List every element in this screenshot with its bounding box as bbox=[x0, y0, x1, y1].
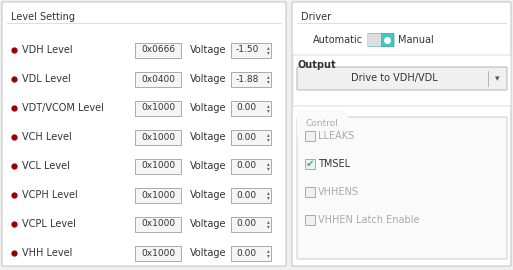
Text: VCPL Level: VCPL Level bbox=[22, 219, 76, 229]
Text: ▴: ▴ bbox=[267, 248, 269, 253]
Text: 0.00: 0.00 bbox=[236, 133, 256, 141]
FancyBboxPatch shape bbox=[297, 117, 507, 259]
Text: Voltage: Voltage bbox=[190, 219, 227, 229]
Text: VHHEN Latch Enable: VHHEN Latch Enable bbox=[318, 215, 420, 225]
Text: 0x1000: 0x1000 bbox=[141, 133, 175, 141]
Text: Drive to VDH/VDL: Drive to VDH/VDL bbox=[350, 73, 438, 83]
Text: VDT/VCOM Level: VDT/VCOM Level bbox=[22, 103, 104, 113]
FancyBboxPatch shape bbox=[231, 130, 271, 145]
Text: ▾: ▾ bbox=[267, 108, 269, 113]
Text: Driver: Driver bbox=[301, 12, 331, 22]
FancyBboxPatch shape bbox=[231, 43, 271, 58]
FancyBboxPatch shape bbox=[368, 33, 381, 46]
Text: VHH Level: VHH Level bbox=[22, 248, 72, 258]
FancyBboxPatch shape bbox=[135, 130, 181, 145]
Text: ▾: ▾ bbox=[267, 166, 269, 171]
FancyBboxPatch shape bbox=[305, 131, 315, 141]
Text: TMSEL: TMSEL bbox=[318, 159, 350, 169]
Text: LLEAKS: LLEAKS bbox=[318, 131, 354, 141]
Text: ▾: ▾ bbox=[267, 50, 269, 55]
Text: VCL Level: VCL Level bbox=[22, 161, 70, 171]
Text: ▾: ▾ bbox=[267, 224, 269, 229]
Text: Control: Control bbox=[306, 119, 339, 128]
Text: ▴: ▴ bbox=[267, 161, 269, 166]
FancyBboxPatch shape bbox=[135, 188, 181, 203]
FancyBboxPatch shape bbox=[231, 188, 271, 203]
Text: ✔: ✔ bbox=[306, 159, 314, 169]
FancyBboxPatch shape bbox=[305, 187, 315, 197]
FancyBboxPatch shape bbox=[135, 72, 181, 87]
Text: Output: Output bbox=[298, 60, 337, 70]
Text: Voltage: Voltage bbox=[190, 45, 227, 55]
Text: ▾: ▾ bbox=[495, 74, 499, 83]
Text: Voltage: Voltage bbox=[190, 190, 227, 200]
Text: VCH Level: VCH Level bbox=[22, 132, 72, 142]
Text: ▴: ▴ bbox=[267, 219, 269, 224]
FancyBboxPatch shape bbox=[231, 217, 271, 232]
FancyBboxPatch shape bbox=[305, 215, 315, 225]
Text: Manual: Manual bbox=[398, 35, 434, 45]
Text: 0.00: 0.00 bbox=[236, 248, 256, 258]
Text: VHHENS: VHHENS bbox=[318, 187, 359, 197]
Text: 0.00: 0.00 bbox=[236, 161, 256, 170]
FancyBboxPatch shape bbox=[231, 159, 271, 174]
FancyBboxPatch shape bbox=[135, 246, 181, 261]
Text: 0x1000: 0x1000 bbox=[141, 103, 175, 113]
Text: VDH Level: VDH Level bbox=[22, 45, 73, 55]
Text: 0x1000: 0x1000 bbox=[141, 191, 175, 200]
Text: 0x1000: 0x1000 bbox=[141, 248, 175, 258]
Text: ▾: ▾ bbox=[267, 79, 269, 84]
FancyBboxPatch shape bbox=[2, 2, 286, 266]
Text: ▴: ▴ bbox=[267, 74, 269, 79]
FancyBboxPatch shape bbox=[231, 72, 271, 87]
Text: 0.00: 0.00 bbox=[236, 191, 256, 200]
FancyBboxPatch shape bbox=[305, 159, 315, 169]
Text: ▴: ▴ bbox=[267, 132, 269, 137]
FancyBboxPatch shape bbox=[135, 159, 181, 174]
Text: Automatic: Automatic bbox=[313, 35, 363, 45]
Text: 0x0400: 0x0400 bbox=[141, 75, 175, 83]
Text: ▴: ▴ bbox=[267, 190, 269, 195]
Text: Voltage: Voltage bbox=[190, 248, 227, 258]
Text: ▴: ▴ bbox=[267, 45, 269, 50]
FancyBboxPatch shape bbox=[231, 246, 271, 261]
Text: 0x1000: 0x1000 bbox=[141, 161, 175, 170]
FancyBboxPatch shape bbox=[368, 33, 394, 46]
Text: 0x0666: 0x0666 bbox=[141, 46, 175, 55]
Text: Level Setting: Level Setting bbox=[11, 12, 75, 22]
Text: Voltage: Voltage bbox=[190, 132, 227, 142]
Text: Voltage: Voltage bbox=[190, 161, 227, 171]
FancyBboxPatch shape bbox=[135, 43, 181, 58]
Text: Voltage: Voltage bbox=[190, 74, 227, 84]
Text: VDL Level: VDL Level bbox=[22, 74, 71, 84]
FancyBboxPatch shape bbox=[292, 2, 511, 266]
FancyBboxPatch shape bbox=[231, 101, 271, 116]
Text: VCPH Level: VCPH Level bbox=[22, 190, 78, 200]
FancyBboxPatch shape bbox=[293, 55, 511, 106]
FancyBboxPatch shape bbox=[135, 101, 181, 116]
Text: ▴: ▴ bbox=[267, 103, 269, 108]
Text: -1.88: -1.88 bbox=[236, 75, 260, 83]
Text: Voltage: Voltage bbox=[190, 103, 227, 113]
Text: ▾: ▾ bbox=[267, 253, 269, 258]
Text: 0.00: 0.00 bbox=[236, 220, 256, 228]
FancyBboxPatch shape bbox=[135, 217, 181, 232]
Text: -1.50: -1.50 bbox=[236, 46, 260, 55]
Text: 0.00: 0.00 bbox=[236, 103, 256, 113]
Text: ▾: ▾ bbox=[267, 137, 269, 142]
Text: 0x1000: 0x1000 bbox=[141, 220, 175, 228]
FancyBboxPatch shape bbox=[297, 67, 507, 90]
Text: ▾: ▾ bbox=[267, 195, 269, 200]
